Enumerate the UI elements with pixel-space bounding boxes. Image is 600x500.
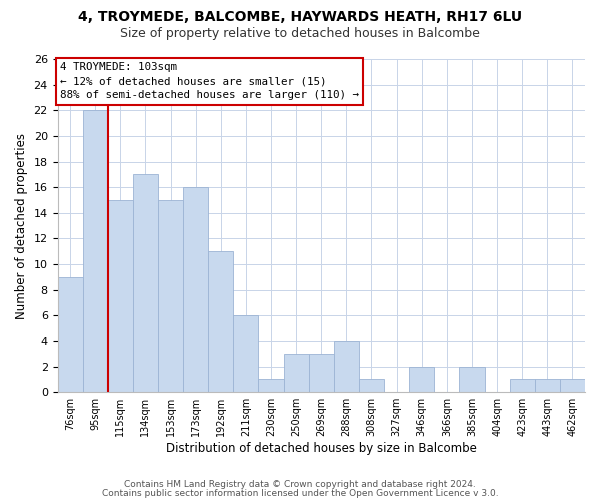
Bar [334, 341, 359, 392]
Bar [83, 110, 108, 392]
Bar [183, 187, 208, 392]
Bar [560, 380, 585, 392]
Text: Size of property relative to detached houses in Balcombe: Size of property relative to detached ho… [120, 28, 480, 40]
Bar [58, 277, 83, 392]
Text: Contains HM Land Registry data © Crown copyright and database right 2024.: Contains HM Land Registry data © Crown c… [124, 480, 476, 489]
Bar [284, 354, 309, 392]
Text: 4 TROYMEDE: 103sqm
← 12% of detached houses are smaller (15)
88% of semi-detache: 4 TROYMEDE: 103sqm ← 12% of detached hou… [60, 62, 359, 100]
Bar [233, 316, 259, 392]
Text: Contains public sector information licensed under the Open Government Licence v : Contains public sector information licen… [101, 490, 499, 498]
Text: 4, TROYMEDE, BALCOMBE, HAYWARDS HEATH, RH17 6LU: 4, TROYMEDE, BALCOMBE, HAYWARDS HEATH, R… [78, 10, 522, 24]
Bar [158, 200, 183, 392]
Bar [509, 380, 535, 392]
Y-axis label: Number of detached properties: Number of detached properties [15, 132, 28, 318]
Bar [535, 380, 560, 392]
Bar [133, 174, 158, 392]
Bar [208, 251, 233, 392]
Bar [309, 354, 334, 392]
Bar [359, 380, 384, 392]
Bar [460, 366, 485, 392]
X-axis label: Distribution of detached houses by size in Balcombe: Distribution of detached houses by size … [166, 442, 477, 455]
Bar [108, 200, 133, 392]
Bar [409, 366, 434, 392]
Bar [259, 380, 284, 392]
